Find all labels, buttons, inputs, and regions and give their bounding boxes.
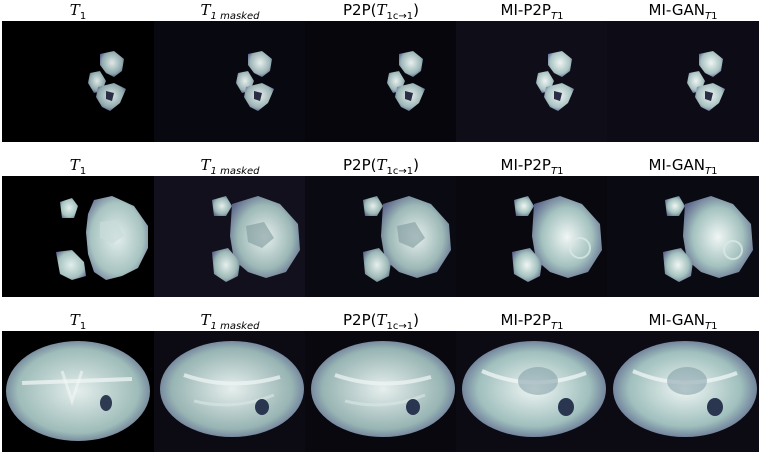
mri-panel-r1-c2	[154, 21, 306, 142]
column-title-mi-p2p: MI-P2PT1	[500, 1, 564, 22]
mri-panel-r3-c3	[305, 331, 457, 452]
column-title-mi-gan: MI-GANT1	[648, 311, 718, 332]
mri-panel-r3-c4	[456, 331, 608, 452]
column-title-mi-gan: MI-GANT1	[648, 1, 718, 22]
column-title-p2p: P2P(T1c→1)	[343, 311, 419, 332]
mri-panel-r2-c4	[456, 176, 608, 297]
column-title-t1-masked: T1 masked	[200, 1, 260, 22]
mri-panel-r2-c5	[607, 176, 759, 297]
column-title-t1: T1	[69, 156, 87, 177]
column-title-t1-masked: T1 masked	[200, 311, 260, 332]
column-title-p2p: P2P(T1c→1)	[343, 156, 419, 177]
mri-panel-r3-c1	[2, 331, 154, 452]
column-title-mi-p2p: MI-P2PT1	[500, 311, 564, 332]
column-title-mi-gan: MI-GANT1	[648, 156, 718, 177]
column-title-t1: T1	[69, 1, 87, 22]
mri-panel-r1-c3	[305, 21, 457, 142]
mri-panel-r3-c5	[607, 331, 759, 452]
mri-panel-r2-c2	[154, 176, 306, 297]
mri-panel-r3-c2	[154, 331, 306, 452]
mri-panel-r1-c4	[456, 21, 608, 142]
column-title-t1-masked: T1 masked	[200, 156, 260, 177]
column-title-p2p: P2P(T1c→1)	[343, 1, 419, 22]
mri-panel-r2-c3	[305, 176, 457, 297]
mri-panel-r1-c1	[2, 21, 154, 142]
column-title-mi-p2p: MI-P2PT1	[500, 156, 564, 177]
mri-panel-r1-c5	[607, 21, 759, 142]
mri-panel-r2-c1	[2, 176, 154, 297]
column-title-t1: T1	[69, 311, 87, 332]
